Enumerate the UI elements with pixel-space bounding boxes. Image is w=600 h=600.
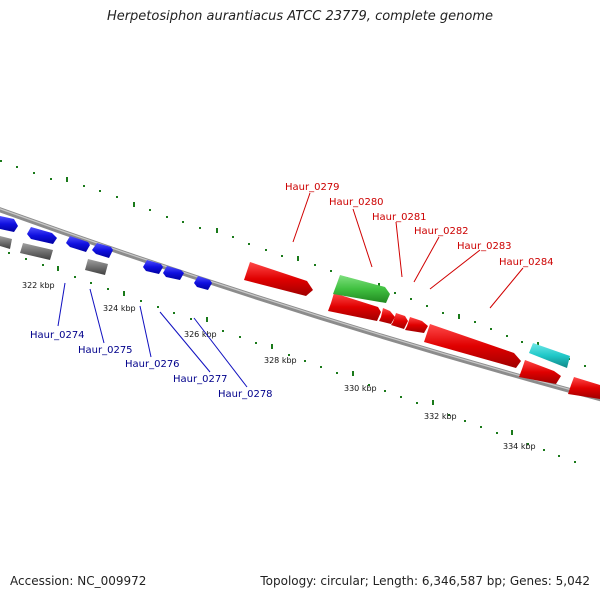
- gene-arrow[interactable]: [66, 236, 90, 252]
- gene-arrow[interactable]: [519, 360, 561, 384]
- gene-arrow[interactable]: [163, 266, 184, 280]
- gene-box[interactable]: [20, 243, 53, 260]
- gene-arrow[interactable]: [27, 227, 57, 244]
- gene-label[interactable]: Haur_0276: [125, 359, 180, 370]
- pseudo-genes: [0, 236, 108, 275]
- genome-backbone: [0, 207, 600, 402]
- kbp-label: 326 kbp: [184, 330, 217, 339]
- rna-gene-arrow[interactable]: [333, 275, 390, 303]
- gene-arrow[interactable]: [405, 317, 428, 333]
- gene-label[interactable]: Haur_0283: [457, 241, 512, 252]
- other-gene-box[interactable]: [529, 343, 570, 368]
- gene-arrow[interactable]: [92, 243, 113, 258]
- gene-label[interactable]: Haur_0275: [78, 345, 133, 356]
- gene-label[interactable]: Haur_0274: [30, 330, 85, 341]
- kbp-label: 328 kbp: [264, 356, 297, 365]
- blue-leader-lines: [57, 282, 248, 388]
- gene-arrow[interactable]: [568, 377, 600, 399]
- kbp-label: 322 kbp: [22, 281, 55, 290]
- gene-box[interactable]: [0, 236, 12, 249]
- kbp-label: 330 kbp: [344, 384, 377, 393]
- kbp-label: 332 kbp: [424, 412, 457, 421]
- gene-arrow[interactable]: [391, 313, 408, 329]
- reverse-genes: [0, 216, 212, 290]
- gene-box[interactable]: [85, 259, 108, 275]
- gene-arrow[interactable]: [143, 260, 163, 274]
- red-leader-lines: [292, 192, 524, 309]
- gene-arrow[interactable]: [328, 293, 381, 321]
- gene-arrow[interactable]: [244, 262, 313, 296]
- gene-label[interactable]: Haur_0281: [372, 212, 427, 223]
- inner-tick-ring: [8, 252, 576, 463]
- map-title: Herpetosiphon aurantiacus ATCC 23779, co…: [106, 9, 494, 24]
- gene-label[interactable]: Haur_0280: [329, 197, 384, 208]
- gene-arrow[interactable]: [379, 308, 395, 324]
- kbp-label: 324 kbp: [103, 304, 136, 313]
- gene-label[interactable]: Haur_0277: [173, 374, 228, 385]
- gene-label[interactable]: Haur_0282: [414, 226, 469, 237]
- accession-text: Accession: NC_009972: [10, 574, 147, 588]
- gene-label[interactable]: Haur_0278: [218, 389, 273, 400]
- gene-label[interactable]: Haur_0279: [285, 182, 340, 193]
- kbp-label: 334 kbp: [503, 442, 536, 451]
- gene-arrow[interactable]: [194, 276, 212, 290]
- gene-label[interactable]: Haur_0284: [499, 257, 554, 268]
- gene-arrow[interactable]: [424, 324, 521, 368]
- genome-summary: Topology: circular; Length: 6,346,587 bp…: [260, 574, 590, 588]
- gene-arrow[interactable]: [0, 216, 18, 232]
- forward-genes: [244, 262, 600, 399]
